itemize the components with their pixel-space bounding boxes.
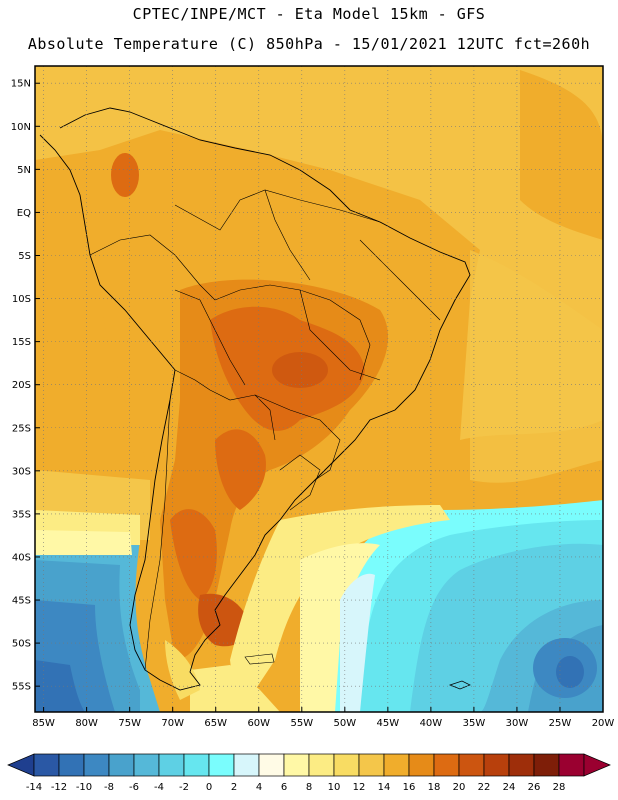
- colorbar-swatch: [408, 753, 435, 777]
- lat-label: 55S: [12, 682, 31, 693]
- lat-lon-grid: [35, 66, 603, 712]
- lat-label: 10S: [12, 294, 31, 305]
- colorbar-label: 24: [503, 782, 516, 793]
- colorbar-label: -8: [104, 782, 114, 793]
- lon-label: 45W: [377, 718, 400, 729]
- lat-label: EQ: [17, 208, 31, 219]
- latitude-labels: 15N 10N 5N EQ 5S 10S 15S 20S 25S 30S 35S 40S 45S 50S 5…: [11, 79, 40, 693]
- colorbar-label: 28: [553, 782, 566, 793]
- lon-label: 80W: [75, 718, 98, 729]
- lat-label: 40S: [12, 552, 31, 563]
- lat-label: 5N: [17, 165, 31, 176]
- map-frame: [34, 65, 604, 713]
- lon-label: 65W: [204, 718, 227, 729]
- colorbar-high-arrow: [583, 753, 611, 777]
- colorbar-label: 2: [231, 782, 237, 793]
- colorbar-swatch: [158, 753, 185, 777]
- colorbar-label: 18: [428, 782, 441, 793]
- colorbar-label: -10: [76, 782, 92, 793]
- colorbar-swatch: [258, 753, 285, 777]
- country-borders: [89, 189, 441, 671]
- colorbar-swatch: [458, 753, 485, 777]
- longitude-labels: 85W 80W 75W 70W 65W 60W 55W 50W 45W 40W 35W 30W 25W 2…: [32, 707, 614, 729]
- colorbar-label: 10: [328, 782, 341, 793]
- colorbar-label: 4: [256, 782, 262, 793]
- colorbar-label: 12: [353, 782, 366, 793]
- lat-label: 10N: [11, 122, 31, 133]
- colorbar-swatch: [533, 753, 560, 777]
- colorbar-swatch: [108, 753, 135, 777]
- colorbar-swatch: [358, 753, 385, 777]
- lat-label: 15N: [11, 79, 31, 90]
- colorbar-swatch: [433, 753, 460, 777]
- lon-label: 35W: [463, 718, 486, 729]
- map-subtitle: Absolute Temperature (C) 850hPa - 15/01/…: [27, 35, 591, 53]
- lat-label: 30S: [12, 466, 31, 477]
- colorbar-label: -6: [129, 782, 139, 793]
- lat-label: 45S: [12, 596, 31, 607]
- colorbar-label: 22: [478, 782, 491, 793]
- colorbar-swatch: [283, 753, 310, 777]
- lon-label: 55W: [290, 718, 313, 729]
- colorbar-swatch: [333, 753, 360, 777]
- colorbar-swatch: [33, 753, 60, 777]
- colorbar-label: -12: [51, 782, 67, 793]
- map-title: CPTEC/INPE/MCT - Eta Model 15km - GFS: [132, 5, 486, 23]
- colorbar-label: -4: [154, 782, 164, 793]
- colorbar-label: 16: [403, 782, 416, 793]
- colorbar-label: 20: [453, 782, 466, 793]
- lon-label: 25W: [549, 718, 572, 729]
- lon-label: 30W: [506, 718, 529, 729]
- colorbar-label: 8: [306, 782, 312, 793]
- colorbar: -14 -12 -10 -8 -6 -4 -2 0 2 4 6 8 10 12 14 16 18 20 22 24 26…: [7, 753, 611, 793]
- lat-label: 35S: [12, 509, 31, 520]
- colorbar-swatch: [183, 753, 210, 777]
- lon-label: 75W: [118, 718, 141, 729]
- colorbar-swatch: [83, 753, 110, 777]
- colorbar-swatch: [483, 753, 510, 777]
- colorbar-label: 6: [281, 782, 287, 793]
- colorbar-swatch: [133, 753, 160, 777]
- colorbar-swatch: [508, 753, 535, 777]
- colorbar-label: -2: [179, 782, 189, 793]
- colorbar-label: 14: [378, 782, 391, 793]
- lat-label: 25S: [12, 423, 31, 434]
- lon-label: 85W: [32, 718, 55, 729]
- colorbar-swatch: [558, 753, 585, 777]
- temperature-field: [35, 66, 603, 712]
- lat-label: 5S: [18, 251, 31, 262]
- colorbar-swatch: [58, 753, 85, 777]
- colorbar-label: 0: [206, 782, 212, 793]
- colorbar-swatch: [208, 753, 235, 777]
- lat-label: 15S: [12, 337, 31, 348]
- lon-label: 60W: [247, 718, 270, 729]
- lon-label: 70W: [161, 718, 184, 729]
- coastline: [39, 107, 471, 691]
- colorbar-swatch: [233, 753, 260, 777]
- colorbar-label: -14: [26, 782, 42, 793]
- colorbar-label: 26: [528, 782, 541, 793]
- lon-label: 40W: [420, 718, 443, 729]
- colorbar-swatch: [383, 753, 410, 777]
- lat-label: 20S: [12, 380, 31, 391]
- lat-label: 50S: [12, 639, 31, 650]
- lon-label: 20W: [592, 718, 615, 729]
- falkland-islands: [448, 680, 471, 690]
- lon-label: 50W: [334, 718, 357, 729]
- colorbar-low-arrow: [7, 753, 35, 777]
- colorbar-swatch: [308, 753, 335, 777]
